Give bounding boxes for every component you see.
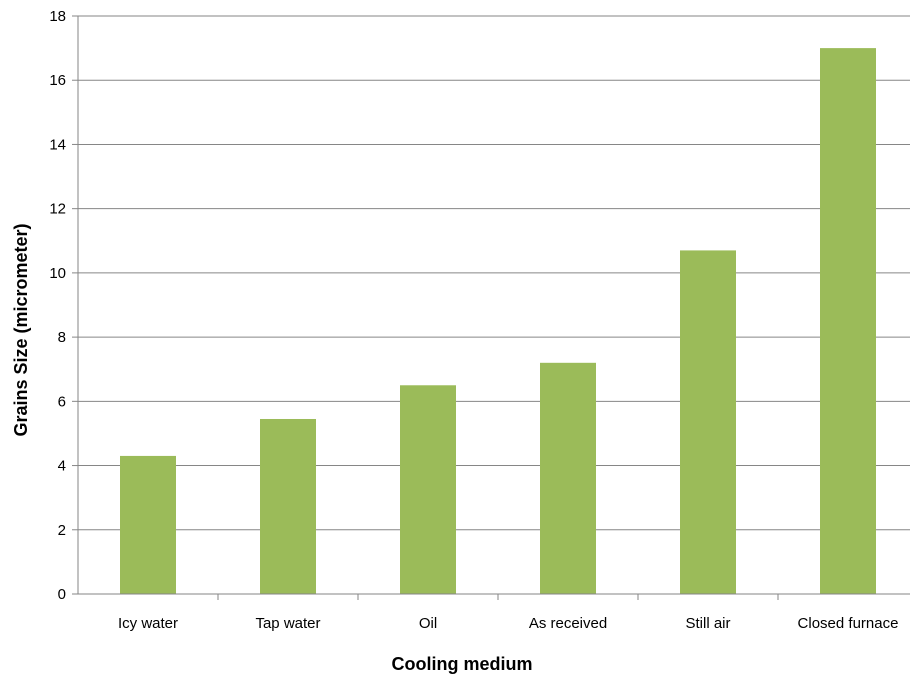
bar-oil	[400, 385, 456, 594]
y-tick-label: 2	[58, 522, 66, 539]
bar-icy-water	[120, 455, 176, 594]
y-tick-label: 14	[49, 136, 66, 153]
y-tick-labels: 0 2 4 6 8 10 12 14 16 18	[49, 8, 66, 603]
axes	[77, 16, 910, 595]
y-tick-label: 0	[58, 586, 66, 603]
y-axis-title: Grains Size (micrometer)	[11, 223, 31, 436]
y-tick-label: 4	[58, 458, 66, 475]
y-tick-label: 6	[58, 393, 66, 410]
y-tick-label: 12	[49, 201, 66, 218]
x-axis-title: Cooling medium	[392, 654, 533, 674]
y-tick-label: 8	[58, 329, 66, 346]
bar-still-air	[680, 250, 736, 594]
x-tick-label: Closed furnace	[798, 615, 899, 632]
x-tick-label: As received	[529, 615, 607, 632]
x-tick-label: Oil	[419, 615, 437, 632]
y-tick-label: 10	[49, 265, 66, 282]
gridlines	[72, 15, 910, 600]
bar-as-received	[540, 362, 596, 594]
x-tick-labels: Icy water Tap water Oil As received Still ai…	[118, 615, 898, 632]
bar-closed-furnace	[820, 48, 876, 595]
bars	[120, 48, 876, 595]
bar-tap-water	[260, 418, 316, 594]
x-tick-label: Tap water	[255, 615, 320, 632]
x-tick-label: Icy water	[118, 615, 178, 632]
x-tick-label: Still air	[685, 615, 730, 632]
y-tick-label: 16	[49, 72, 66, 89]
y-tick-label: 18	[49, 8, 66, 25]
